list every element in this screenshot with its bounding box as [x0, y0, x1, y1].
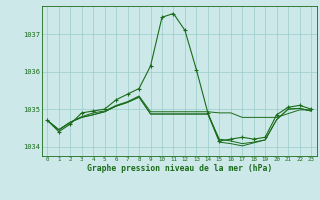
X-axis label: Graphe pression niveau de la mer (hPa): Graphe pression niveau de la mer (hPa) [87, 164, 272, 173]
